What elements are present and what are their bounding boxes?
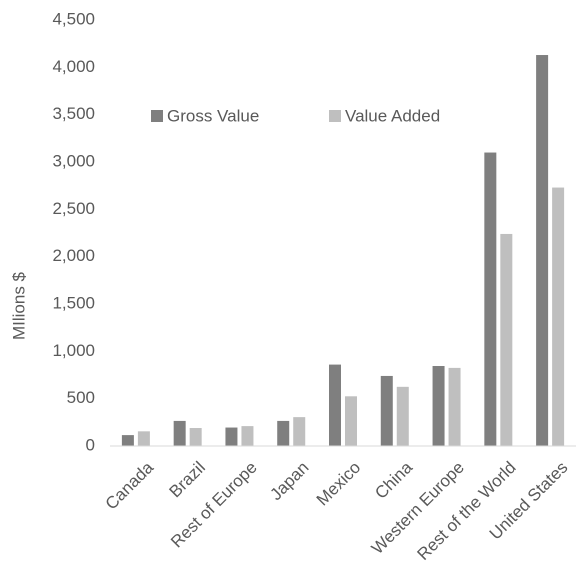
bar-value-added-china	[396, 386, 409, 446]
bar-gross-value-brazil	[173, 420, 186, 446]
y-axis-ticks: 0 500 1,000 1,500 2,000 2,500 3,000 3,500 4,000 4…	[52, 9, 95, 454]
y-tick-label: 3,000	[52, 151, 95, 170]
bar-value-added-western-europe	[448, 367, 461, 446]
y-axis-title: MIlions $	[9, 271, 28, 340]
legend-swatch-gross-value	[151, 110, 163, 122]
legend-label-gross-value: Gross Value	[167, 106, 259, 125]
x-tick-label: Western Europe	[368, 458, 468, 558]
y-tick-label: 3,500	[52, 104, 95, 123]
bar-value-added-japan	[293, 417, 306, 446]
bar-value-added-mexico	[345, 396, 357, 446]
bar-value-added-canada	[137, 431, 150, 446]
y-tick-label: 1,500	[52, 293, 95, 312]
bar-gross-value-western-europe	[432, 366, 445, 446]
bar-gross-value-japan	[277, 420, 290, 446]
bar-gross-value-united-states	[536, 55, 549, 446]
x-tick-label: Japan	[266, 458, 312, 504]
x-tick-label: Brazil	[165, 458, 208, 501]
y-tick-label: 4,000	[52, 57, 95, 76]
bar-gross-value-rest-of-europe	[225, 427, 238, 446]
bar-gross-value-mexico	[329, 364, 341, 446]
y-tick-label: 2,500	[52, 199, 95, 218]
bar-value-added-rest-of-europe	[241, 426, 254, 446]
bar-value-added-brazil	[189, 428, 202, 446]
bar-value-added-united-states	[552, 187, 565, 446]
y-tick-label: 4,500	[52, 9, 95, 28]
bars	[121, 55, 565, 447]
bar-value-added-rest-of-the-world	[500, 233, 513, 446]
bar-gross-value-canada	[121, 435, 134, 446]
y-tick-label: 500	[67, 388, 95, 407]
y-tick-label: 1,000	[52, 341, 95, 360]
legend-swatch-value-added	[329, 110, 341, 122]
legend: Gross Value Value Added	[151, 106, 440, 125]
x-tick-label: Canada	[102, 458, 158, 514]
x-tick-label: Mexico	[313, 458, 365, 510]
y-tick-label: 0	[86, 435, 95, 454]
bar-gross-value-china	[380, 375, 393, 446]
x-tick-label: China	[371, 457, 416, 502]
y-tick-label: 2,000	[52, 246, 95, 265]
bar-gross-value-rest-of-the-world	[484, 152, 497, 447]
legend-label-value-added: Value Added	[345, 106, 440, 125]
